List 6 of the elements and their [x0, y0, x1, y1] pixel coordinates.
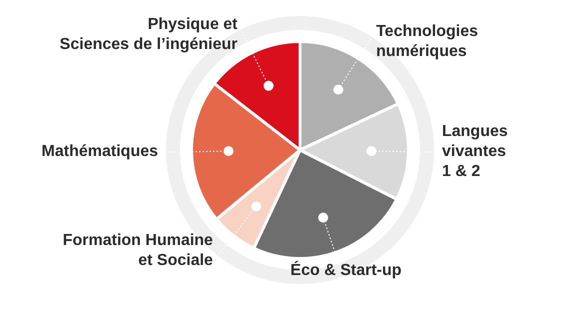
slice-label: Éco & Start-up — [290, 261, 402, 282]
slice-label: Langues vivantes 1 & 2 — [442, 122, 508, 182]
slice-label: Physique et Sciences de l’ingénieur — [60, 15, 238, 56]
slice-label: Technologies numériques — [376, 22, 478, 62]
slice-label: Formation Humaine et Sociale — [62, 231, 213, 272]
slice-label: Mathématiques — [42, 142, 158, 162]
